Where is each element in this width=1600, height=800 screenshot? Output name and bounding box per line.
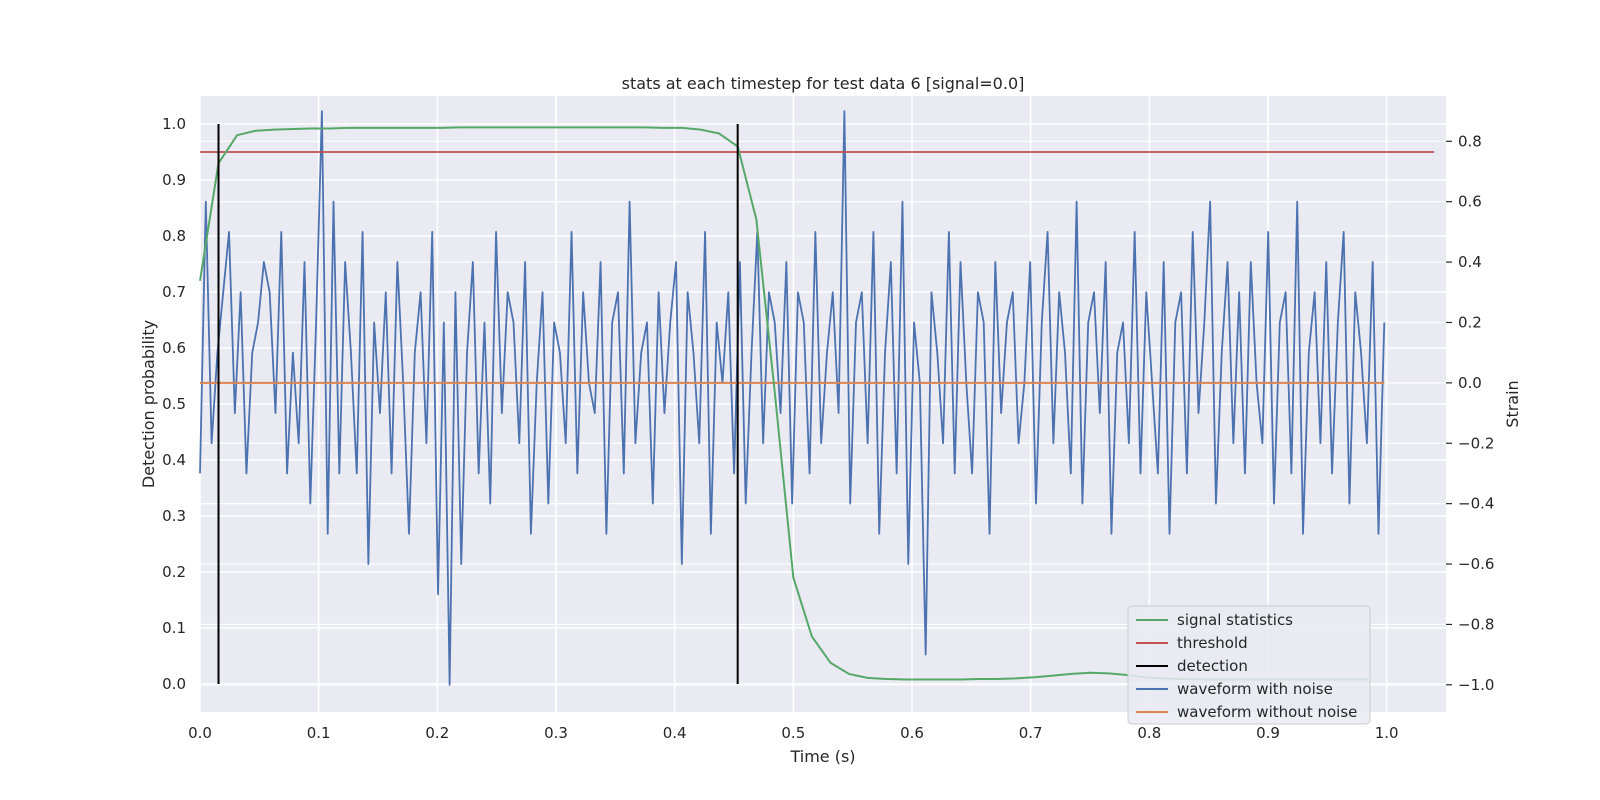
x-tick-label: 1.0 xyxy=(1375,724,1399,742)
chart-title: stats at each timestep for test data 6 [… xyxy=(622,74,1025,93)
y2-tick-label: 0.0 xyxy=(1458,374,1482,392)
x-tick-label: 0.8 xyxy=(1137,724,1161,742)
x-tick-label: 0.7 xyxy=(1019,724,1043,742)
y-tick-label: 0.6 xyxy=(162,339,186,357)
legend-label: detection xyxy=(1177,657,1248,675)
legend-label: waveform with noise xyxy=(1177,680,1333,698)
x-axis-label: Time (s) xyxy=(789,747,855,766)
x-tick-label: 0.2 xyxy=(425,724,449,742)
y2-axis-label: Strain xyxy=(1503,380,1522,427)
x-tick-label: 0.0 xyxy=(188,724,212,742)
y2-tick-label: −0.2 xyxy=(1458,434,1494,452)
y-tick-label: 0.0 xyxy=(162,675,186,693)
waveform-with-noise-line xyxy=(199,110,1386,686)
y2-tick-label: −0.4 xyxy=(1458,495,1494,513)
y2-tick-label: 0.2 xyxy=(1458,313,1482,331)
x-tick-label: 0.4 xyxy=(663,724,687,742)
y-tick-label: 0.5 xyxy=(162,395,186,413)
y2-tick-label: −0.6 xyxy=(1458,555,1494,573)
legend-label: waveform without noise xyxy=(1177,703,1357,721)
y2-tick-label: 0.6 xyxy=(1458,193,1482,211)
y-tick-label: 0.7 xyxy=(162,283,186,301)
legend: signal statistics threshold detection wavef… xyxy=(1127,605,1371,725)
legend-box xyxy=(1127,605,1371,725)
y-tick-label: 0.2 xyxy=(162,563,186,581)
y2-tick-label: 0.4 xyxy=(1458,253,1482,271)
legend-label: threshold xyxy=(1177,634,1248,652)
x-ticks: 0.0 0.1 0.2 0.3 0.4 0.5 0.6 0.7 0.8 0.9 1.0 xyxy=(188,724,1399,742)
x-tick-label: 0.6 xyxy=(900,724,924,742)
y2-ticks: −1.0 −0.8 −0.6 −0.4 −0.2 0.0 0.2 0.4 0.6 0.8 xyxy=(1446,132,1494,694)
y-tick-label: 0.8 xyxy=(162,227,186,245)
y2-tick-label: −0.8 xyxy=(1458,615,1494,633)
y-tick-label: 0.3 xyxy=(162,507,186,525)
y-axis-label: Detection probability xyxy=(139,320,158,488)
y-ticks: 0.0 0.1 0.2 0.3 0.4 0.5 0.6 0.7 0.8 0.9 1.0 xyxy=(162,115,186,693)
y-tick-label: 0.4 xyxy=(162,451,186,469)
x-tick-label: 0.3 xyxy=(544,724,568,742)
y-tick-label: 1.0 xyxy=(162,115,186,133)
x-tick-label: 0.1 xyxy=(307,724,331,742)
y2-tick-label: −1.0 xyxy=(1458,676,1494,694)
y-tick-label: 0.9 xyxy=(162,171,186,189)
x-tick-label: 0.9 xyxy=(1256,724,1280,742)
y2-tick-label: 0.8 xyxy=(1458,132,1482,150)
x-tick-label: 0.5 xyxy=(781,724,805,742)
legend-label: signal statistics xyxy=(1177,611,1293,629)
y-tick-label: 0.1 xyxy=(162,619,186,637)
